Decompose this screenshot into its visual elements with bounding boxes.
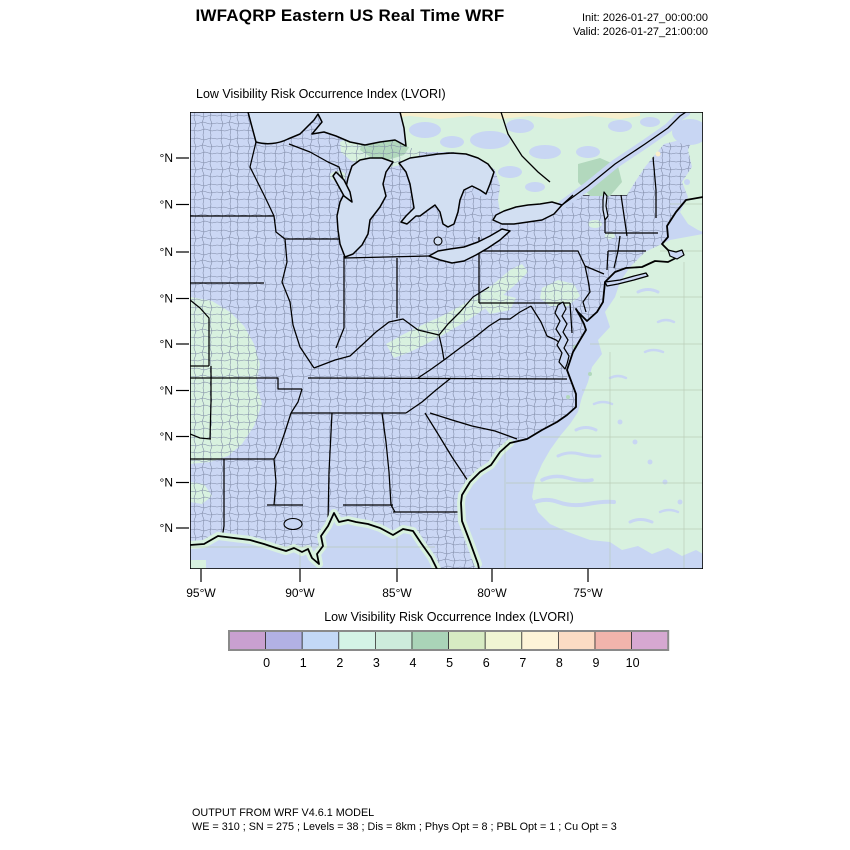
lat-axis: 46°N 44°N 42°N 40°N 38°N 36°N 34°N 32°N … xyxy=(146,151,189,535)
colorbar-cell xyxy=(301,630,340,651)
colorbar-cell xyxy=(338,630,376,651)
great-lakes xyxy=(247,112,609,264)
long-island xyxy=(604,272,649,287)
colorbar-tick: 8 xyxy=(555,656,563,670)
lat-label: 44°N xyxy=(160,198,173,212)
colorbar-cell xyxy=(631,630,669,651)
lon-label: 95°W xyxy=(186,586,216,600)
lat-label: 32°N xyxy=(160,476,173,490)
lon-label: 75°W xyxy=(573,586,603,600)
valid-time: Valid: 2026-01-27_21:00:00 xyxy=(573,26,708,38)
canada-region xyxy=(360,112,703,212)
lat-label: 40°N xyxy=(160,292,173,306)
state-borders xyxy=(190,141,658,546)
lat-label: 42°N xyxy=(160,245,173,259)
init-time: Init: 2026-01-27_00:00:00 xyxy=(582,12,708,24)
map-figure: 46°N 44°N 42°N 40°N 38°N 36°N 34°N 32°N … xyxy=(146,96,720,608)
colorbar-cell xyxy=(374,630,413,651)
map-title: Low Visibility Risk Occurrence Index (LV… xyxy=(196,87,446,101)
lat-label: 38°N xyxy=(160,337,173,351)
page-title: IWFAQRP Eastern US Real Time WRF xyxy=(195,6,505,25)
colorbar-cell xyxy=(265,630,303,651)
colorbar-tick: 7 xyxy=(519,656,527,670)
lat-label: 36°N xyxy=(160,384,173,398)
colorbar-cell xyxy=(484,630,523,651)
lake-michigan xyxy=(336,157,394,258)
colorbar xyxy=(228,628,670,654)
lake-erie xyxy=(428,228,511,264)
colorbar-cell xyxy=(228,630,266,651)
colorbar-tick: 4 xyxy=(409,656,417,670)
lat-label: 34°N xyxy=(160,430,173,444)
ocean-blue-streaks xyxy=(528,288,680,524)
colorbar-tick: 6 xyxy=(482,656,490,670)
lake-ontario xyxy=(492,201,563,225)
colorbar-tick: 3 xyxy=(372,656,380,670)
colorbar-cell xyxy=(411,630,449,651)
chesapeake-bay xyxy=(554,301,570,370)
colorbar-tick-labels: 0 1 2 3 4 5 6 7 8 9 10 xyxy=(229,656,669,672)
lat-label: 46°N xyxy=(160,151,173,165)
colorbar-tick: 2 xyxy=(336,656,344,670)
lake-champlain xyxy=(602,191,609,221)
cape-cod xyxy=(667,249,685,260)
colorbar-tick: 5 xyxy=(446,656,454,670)
colorbar-tick: 9 xyxy=(592,656,600,670)
colorbar-cell xyxy=(448,630,486,651)
lake-superior xyxy=(247,112,407,147)
colorbar-cell xyxy=(521,630,559,651)
map-canvas xyxy=(190,112,703,569)
model-footer: OUTPUT FROM WRF V4.6.1 MODEL WE = 310 ; … xyxy=(192,806,617,834)
lon-label: 80°W xyxy=(477,586,507,600)
lon-label: 90°W xyxy=(285,586,315,600)
lat-label: 30°N xyxy=(160,521,173,535)
footer-line2: WE = 310 ; SN = 275 ; Levels = 38 ; Dis … xyxy=(192,821,617,833)
colorbar-svg xyxy=(228,630,670,651)
lake-st-clair xyxy=(433,236,443,246)
ocean-lvori-green xyxy=(190,124,703,569)
colorbar-border xyxy=(228,630,670,651)
footer-line1: OUTPUT FROM WRF V4.6.1 MODEL xyxy=(192,807,375,819)
colorbar-tick: 10 xyxy=(625,656,640,670)
colorbar-cells xyxy=(228,630,669,651)
st-lawrence-river xyxy=(500,112,691,210)
green-bay xyxy=(332,171,353,203)
colorbar-title: Low Visibility Risk Occurrence Index (LV… xyxy=(324,610,574,624)
wrf-map-svg: 46°N 44°N 42°N 40°N 38°N 36°N 34°N 32°N … xyxy=(146,112,703,600)
lake-pontchartrain xyxy=(283,517,303,531)
colorbar-cell xyxy=(557,630,596,651)
run-times: Init: 2026-01-27_00:00:00 Valid: 2026-01… xyxy=(500,11,708,39)
colorbar-tick: 0 xyxy=(263,656,271,670)
lake-huron xyxy=(398,152,495,228)
colorbar-tick: 1 xyxy=(299,656,307,670)
lon-axis: 95°W 90°W 85°W 80°W 75°W xyxy=(186,569,603,600)
colorbar-cell xyxy=(594,630,632,651)
bays-islands xyxy=(283,249,685,531)
lon-label: 85°W xyxy=(382,586,412,600)
